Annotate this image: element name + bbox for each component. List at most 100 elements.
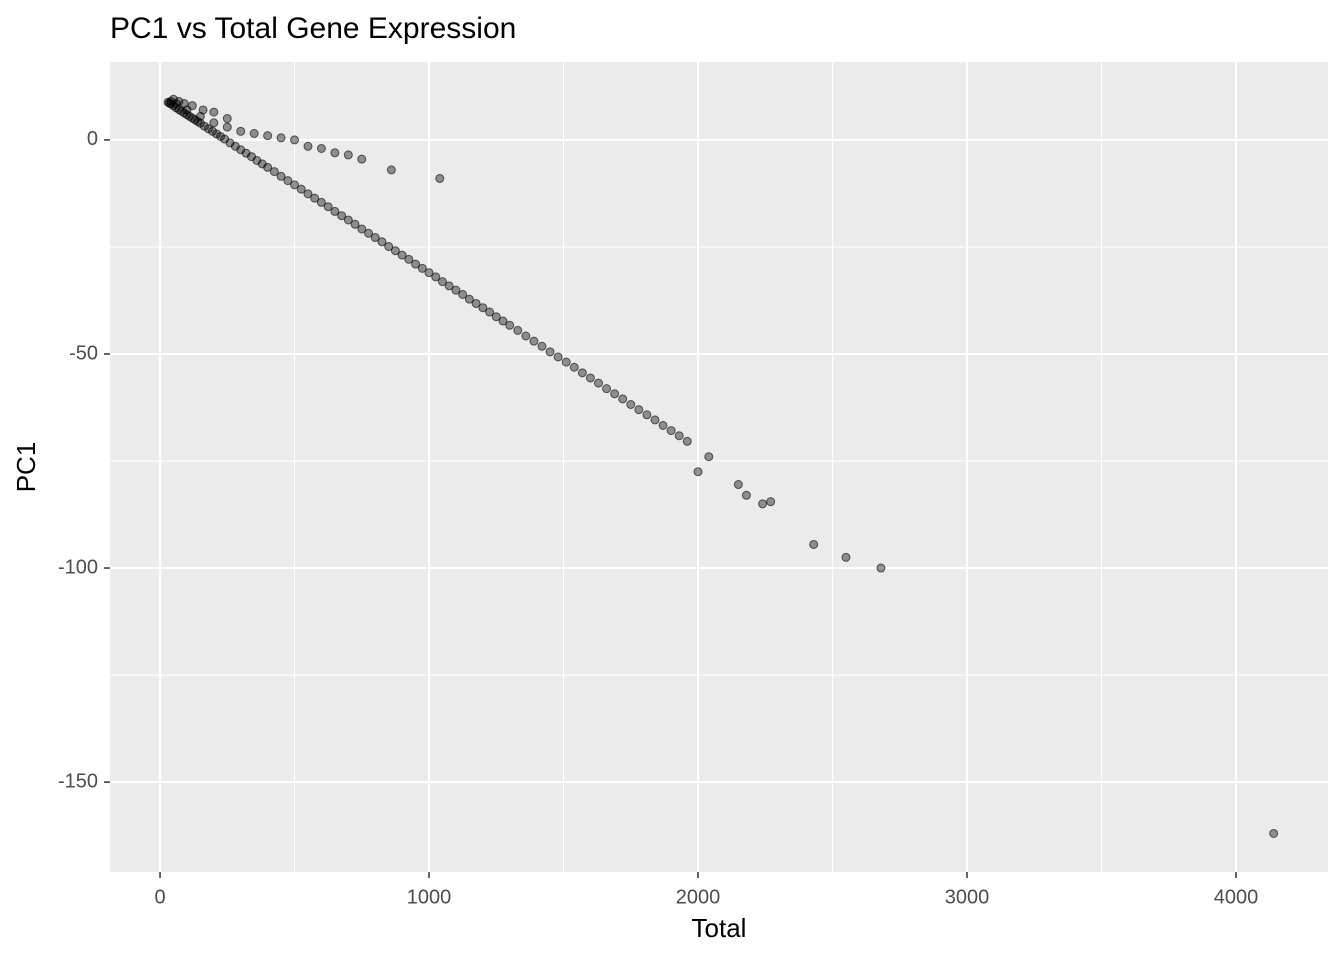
point xyxy=(168,94,178,104)
point xyxy=(666,426,676,436)
point xyxy=(296,184,306,194)
point xyxy=(618,394,628,404)
point xyxy=(610,389,620,399)
point xyxy=(766,497,776,507)
point xyxy=(513,325,523,335)
point xyxy=(377,237,387,247)
point xyxy=(537,341,547,351)
point xyxy=(809,539,819,549)
point xyxy=(841,552,851,562)
point xyxy=(471,298,481,308)
point xyxy=(626,399,636,409)
x-tick-label: 2000 xyxy=(676,886,721,908)
x-tick-label: 3000 xyxy=(945,886,990,908)
point xyxy=(290,180,300,190)
y-tick-label: -50 xyxy=(69,342,98,364)
chart-title: PC1 vs Total Gene Expression xyxy=(110,12,516,45)
point xyxy=(693,467,703,477)
point xyxy=(561,357,571,367)
point xyxy=(316,197,326,207)
point xyxy=(370,233,380,243)
point xyxy=(276,171,286,181)
point xyxy=(179,99,189,109)
point xyxy=(310,193,320,203)
point xyxy=(364,228,374,238)
point xyxy=(634,405,644,415)
x-axis-label: Total xyxy=(692,913,747,943)
panel xyxy=(110,62,1328,872)
point xyxy=(585,373,595,383)
point xyxy=(435,173,445,183)
point xyxy=(187,101,197,111)
point xyxy=(650,415,660,425)
point xyxy=(498,316,508,326)
point xyxy=(505,320,515,330)
point xyxy=(316,143,326,153)
point xyxy=(323,202,333,212)
point xyxy=(451,285,461,295)
point xyxy=(1269,828,1279,838)
point xyxy=(758,499,768,509)
point xyxy=(545,347,555,357)
point xyxy=(290,135,300,145)
point xyxy=(658,420,668,430)
point xyxy=(464,294,474,304)
point xyxy=(417,263,427,273)
point xyxy=(276,133,286,143)
point xyxy=(529,336,539,346)
point xyxy=(682,436,692,446)
point xyxy=(733,480,743,490)
point xyxy=(458,289,468,299)
point xyxy=(283,176,293,186)
x-tick-label: 1000 xyxy=(407,886,452,908)
point xyxy=(236,126,246,136)
point xyxy=(337,211,347,221)
point xyxy=(350,219,360,229)
point xyxy=(263,162,273,172)
point xyxy=(222,122,232,132)
point xyxy=(521,331,531,341)
point xyxy=(330,148,340,158)
point xyxy=(577,368,587,378)
y-tick-label: -150 xyxy=(58,770,98,792)
point xyxy=(602,384,612,394)
point xyxy=(397,250,407,260)
point xyxy=(330,206,340,216)
point xyxy=(876,563,886,573)
point xyxy=(478,303,488,313)
point xyxy=(384,242,394,252)
point xyxy=(209,118,219,128)
x-tick-label: 0 xyxy=(154,886,165,908)
point xyxy=(174,96,184,106)
x-tick-label: 4000 xyxy=(1214,886,1259,908)
point xyxy=(569,362,579,372)
point xyxy=(704,452,714,462)
point xyxy=(343,215,353,225)
point xyxy=(263,131,273,141)
point xyxy=(741,490,751,500)
point xyxy=(343,150,353,160)
point xyxy=(269,167,279,177)
point xyxy=(209,107,219,117)
point xyxy=(424,268,434,278)
point xyxy=(642,410,652,420)
y-tick-label: -100 xyxy=(58,556,98,578)
point xyxy=(390,246,400,256)
point xyxy=(303,189,313,199)
y-axis-label: PC1 xyxy=(11,442,41,493)
point xyxy=(198,105,208,115)
point xyxy=(674,431,684,441)
point xyxy=(404,254,414,264)
point xyxy=(444,281,454,291)
point xyxy=(431,272,441,282)
y-tick-label: 0 xyxy=(87,128,98,150)
point xyxy=(593,378,603,388)
point xyxy=(553,352,563,362)
point xyxy=(485,307,495,317)
point xyxy=(222,114,232,124)
point xyxy=(357,224,367,234)
point xyxy=(249,128,259,138)
point xyxy=(437,277,447,287)
